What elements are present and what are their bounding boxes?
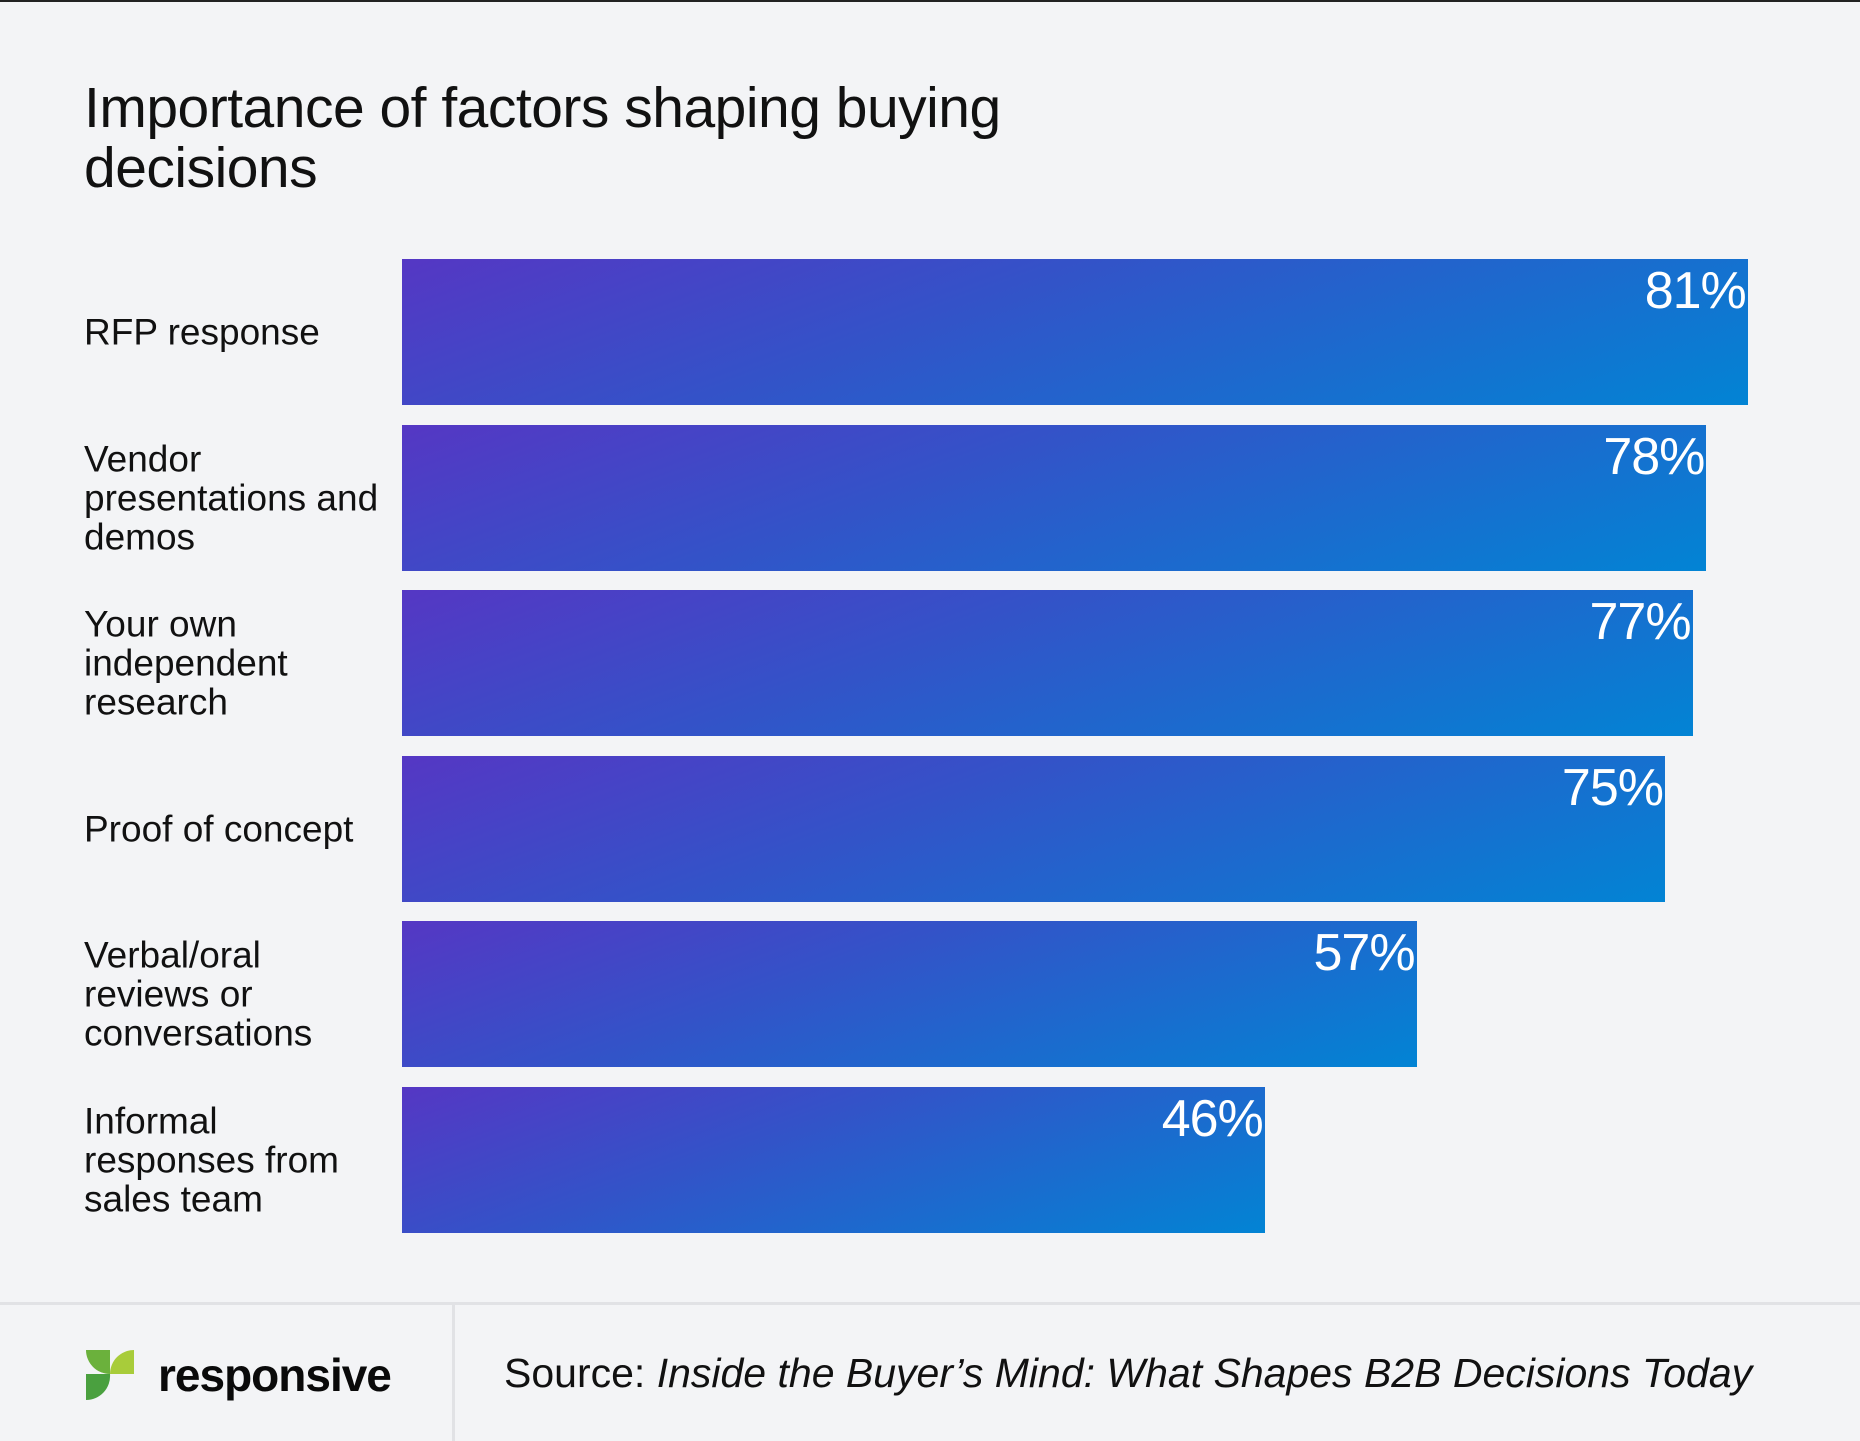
value-label: 46%	[1161, 1089, 1264, 1148]
source-prefix: Source:	[504, 1350, 657, 1396]
value-label: 77%	[1589, 593, 1692, 651]
bar-row: Verbal/oral reviews or conversations 57%	[0, 921, 1860, 1067]
bar-row: Proof of concept 75%	[0, 755, 1860, 902]
bar-row: Informal responses from sales team 46%	[0, 1086, 1860, 1233]
category-label: Your own independent research	[84, 603, 288, 723]
value-label: 81%	[1644, 262, 1747, 320]
bar-row: RFP response 81%	[0, 259, 1860, 405]
bar: 77%	[402, 590, 1693, 736]
bar: 78%	[402, 424, 1707, 571]
responsive-logo: responsive	[86, 1348, 392, 1402]
value-label: 75%	[1561, 758, 1664, 817]
footer-vertical-divider	[452, 1305, 455, 1441]
bar-row: Your own independent research 77%	[0, 590, 1860, 736]
bar-row: Vendor presentations and demos 78%	[0, 424, 1860, 571]
bar: 46%	[402, 1086, 1265, 1233]
logo-text: responsive	[158, 1349, 392, 1401]
value-label: 57%	[1313, 924, 1416, 982]
leaf-logo-icon	[86, 1350, 134, 1400]
source-title: Inside the Buyer’s Mind: What Shapes B2B…	[656, 1350, 1753, 1396]
bar: 57%	[402, 921, 1417, 1067]
category-label: Informal responses from sales team	[84, 1100, 339, 1219]
category-label: Proof of concept	[84, 808, 354, 849]
source-note: Source: Inside the Buyer’s Mind: What Sh…	[504, 1350, 1752, 1397]
category-label: Verbal/oral reviews or conversations	[84, 934, 313, 1054]
bar: 75%	[402, 755, 1665, 902]
top-border	[0, 0, 1860, 2]
value-label: 78%	[1603, 427, 1705, 486]
bar: 81%	[402, 259, 1748, 405]
category-label: Vendor presentations and demos	[84, 438, 379, 557]
category-label: RFP response	[84, 311, 320, 353]
chart-title: Importance of factors shaping buying dec…	[84, 76, 1001, 200]
footer-divider	[0, 1302, 1860, 1305]
